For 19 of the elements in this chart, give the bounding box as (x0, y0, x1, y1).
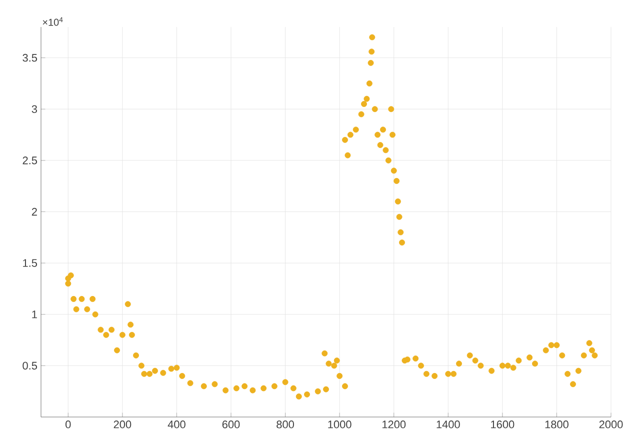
y-tick-label: 3 (32, 105, 37, 113)
x-tick-label: 400 (168, 420, 186, 428)
x-tick-label: 2000 (599, 420, 623, 428)
x-tick-label: 0 (66, 420, 71, 428)
x-tick-label: 1000 (328, 420, 352, 428)
y-tick-label: 0.5 (22, 362, 38, 370)
x-tick-label: 1800 (545, 420, 568, 428)
x-tick-label: 1600 (491, 420, 514, 428)
x-tick-label: 600 (222, 420, 240, 428)
y-tick-label: 1.5 (23, 259, 38, 267)
y-tick-label: 2 (32, 208, 37, 216)
x-tick-label: 200 (114, 420, 132, 428)
text: ×10$^{4}$ (42, 17, 63, 26)
x-tick-label: 1400 (436, 420, 460, 428)
y-tick-label: 3.5 (22, 54, 38, 62)
y-tick-label: 2.5 (22, 156, 38, 164)
y-tick-label: 1 (32, 310, 37, 318)
x-tick-label: 800 (276, 420, 294, 428)
x-tick-label: 1200 (382, 420, 406, 428)
